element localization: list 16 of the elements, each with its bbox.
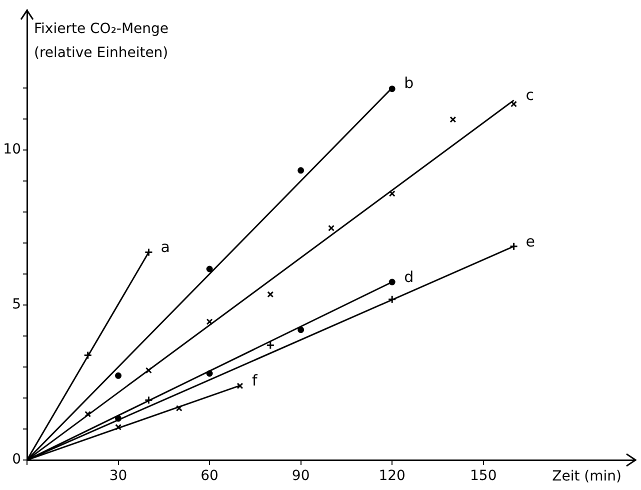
x-tick-label: 90 <box>292 468 310 484</box>
series-label: e <box>526 232 536 250</box>
x-tick-label: 60 <box>200 468 218 484</box>
series-label: a <box>160 238 170 256</box>
y-tick-label: 5 <box>12 296 21 313</box>
series-label: f <box>252 371 258 390</box>
x-axis-title: Zeit (min) <box>552 468 622 485</box>
series-label: b <box>404 74 414 92</box>
series-label: d <box>404 268 414 286</box>
series-label: c <box>526 86 534 104</box>
y-tick-label: 10 <box>3 142 21 158</box>
y-tick-label: 0 <box>12 452 21 468</box>
x-tick-label: 30 <box>109 468 128 484</box>
x-tick-label: 120 <box>378 468 406 484</box>
y-axis-title: Fixierte CO₂-Menge (relative Einheiten) <box>34 21 169 62</box>
x-tick-label: 150 <box>470 468 497 484</box>
